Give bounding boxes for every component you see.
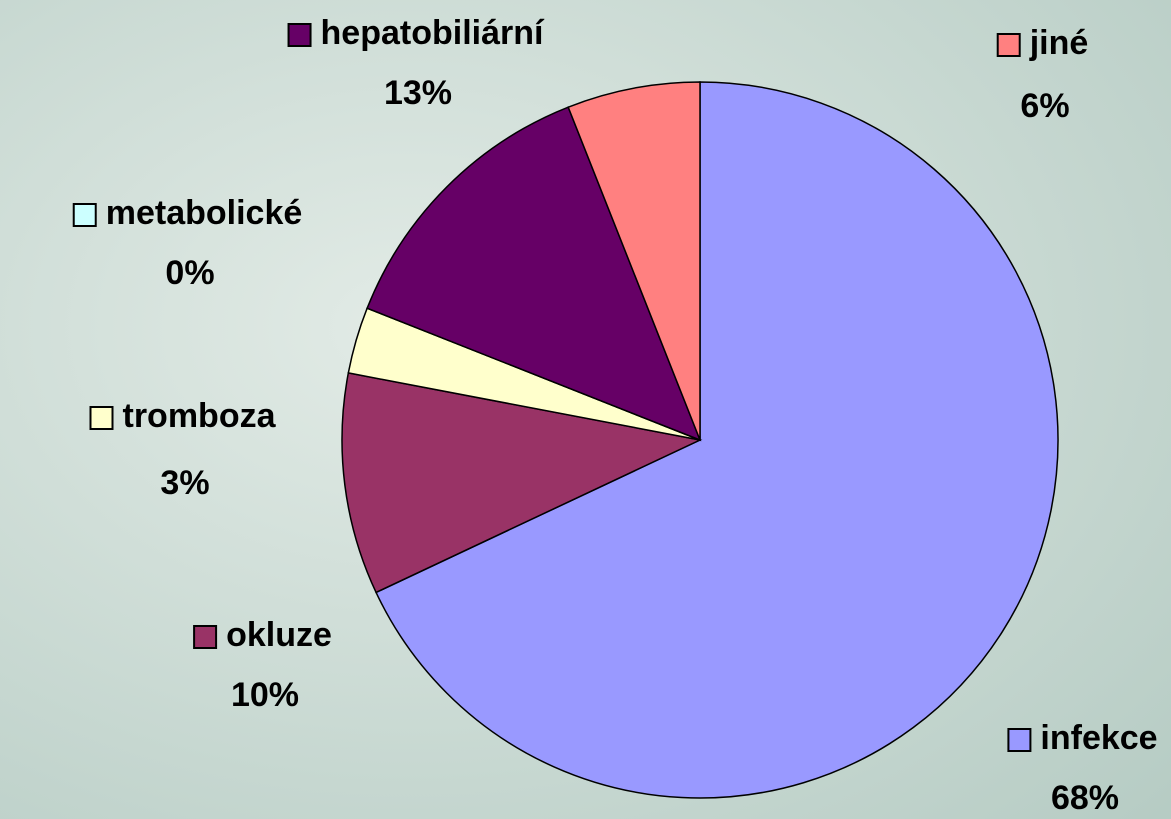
legend-swatch: [89, 406, 114, 430]
value-label: 3%: [160, 464, 209, 502]
legend-swatch: [1007, 728, 1032, 752]
slice-label: infekce: [1040, 719, 1157, 757]
slice-label: hepatobiliární: [321, 14, 545, 52]
slice-label: metabolické: [106, 194, 303, 232]
legend-swatch: [193, 625, 218, 649]
slice-label: jiné: [1029, 24, 1089, 62]
legend-swatch: [72, 203, 97, 227]
value-label: 6%: [1020, 87, 1069, 125]
value-label: 13%: [384, 74, 452, 112]
pie-slice: [341, 372, 703, 594]
value-label: 0%: [165, 254, 214, 292]
value-label: 68%: [1051, 779, 1119, 817]
pie-slice: [375, 81, 1059, 799]
slice-label: tromboza: [123, 397, 277, 435]
pie-slice: [366, 106, 702, 442]
slice-label: okluze: [226, 616, 332, 654]
pie-slice: [567, 81, 701, 441]
legend-swatch: [287, 23, 312, 47]
legend-swatch: [996, 33, 1021, 57]
value-label: 10%: [231, 676, 299, 714]
